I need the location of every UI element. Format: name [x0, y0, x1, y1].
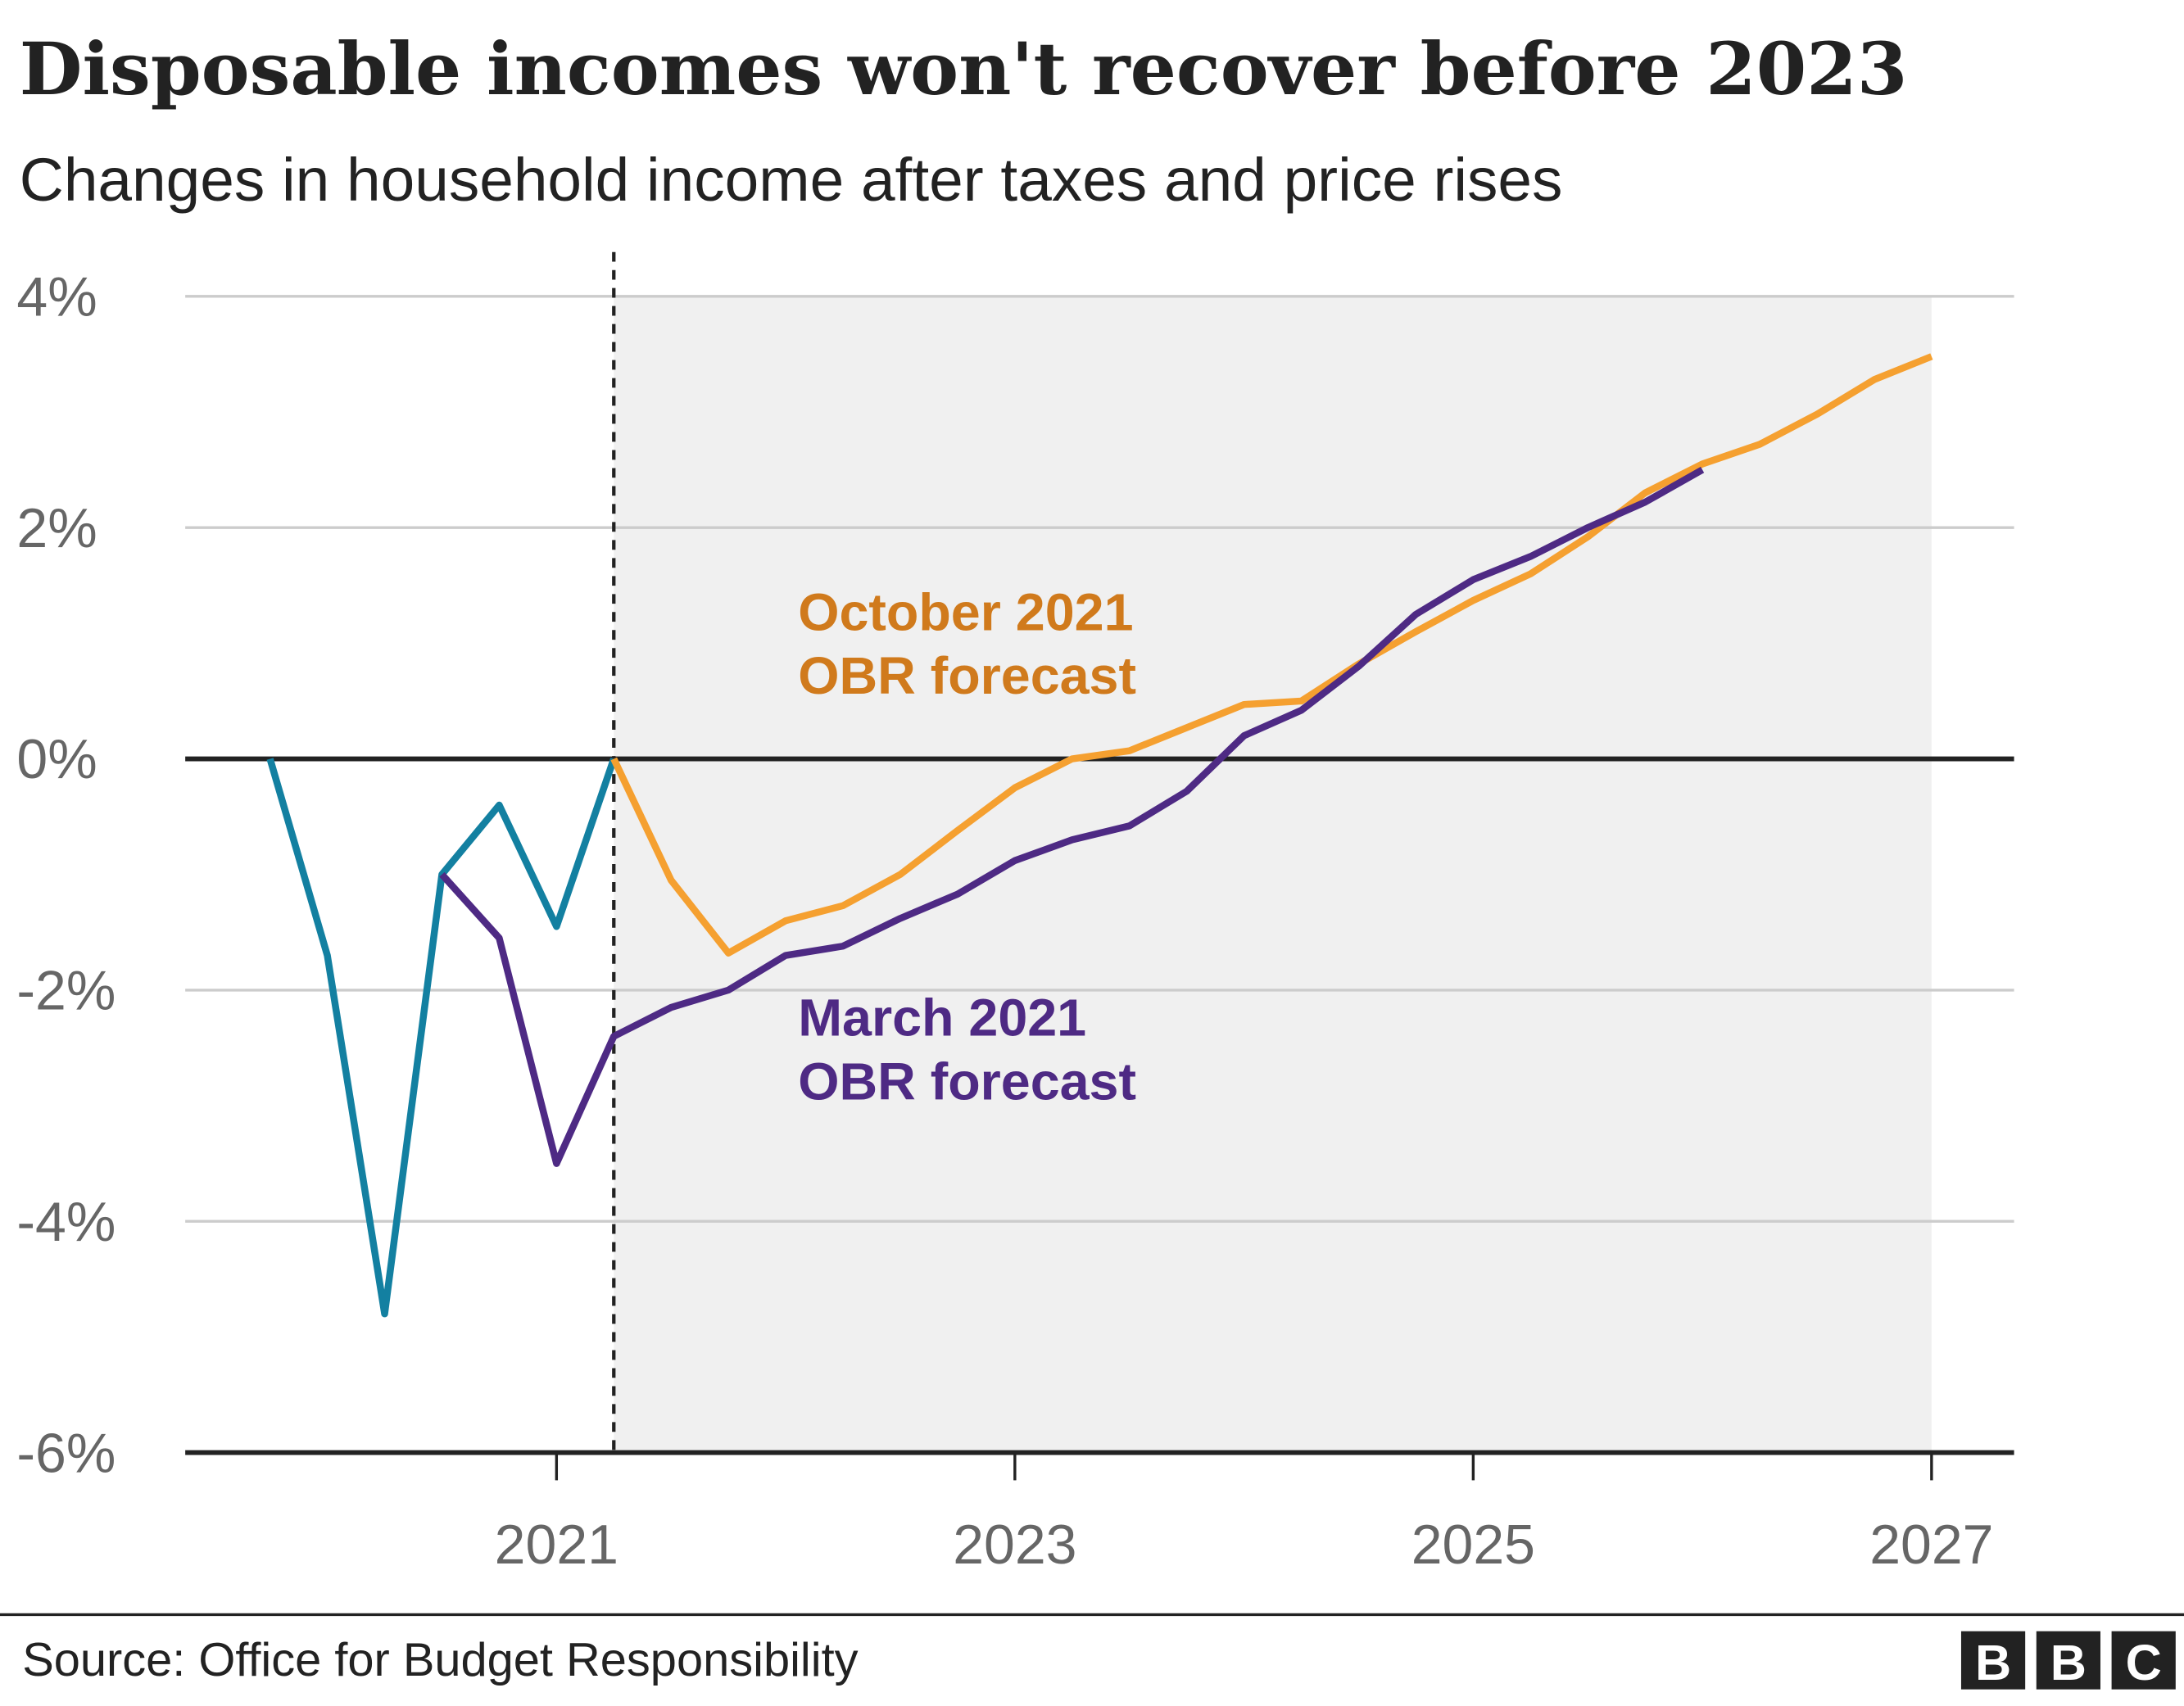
- source: Source: Office for Budget Responsibility: [22, 1634, 859, 1686]
- series-line: [610, 353, 1933, 957]
- y-tick-label: 4%: [16, 267, 97, 328]
- x-tick-label: 2025: [1411, 1514, 1535, 1576]
- annotation: October 2021: [798, 582, 1133, 641]
- x-tick-label: 2027: [1869, 1514, 1993, 1576]
- annotation: OBR forecast: [798, 1052, 1136, 1111]
- logo-box: [2111, 1631, 2176, 1690]
- chart-title: Disposable incomes won't recover before …: [20, 26, 1908, 111]
- logo-letter: C: [2126, 1635, 2162, 1690]
- y-tick-label: -6%: [16, 1423, 116, 1484]
- x-tick-label: 2021: [495, 1514, 618, 1576]
- logo-box: [2036, 1631, 2100, 1690]
- forecast-shade: [614, 296, 1932, 1453]
- y-tick-label: 0%: [16, 729, 97, 790]
- annotation: March 2021: [798, 989, 1086, 1048]
- logo-letter: B: [2050, 1635, 2087, 1690]
- series-line: [266, 758, 618, 1318]
- x-tick-label: 2023: [953, 1514, 1076, 1576]
- y-tick-label: -4%: [16, 1192, 116, 1253]
- annotation: OBR forecast: [798, 646, 1136, 705]
- logo-letter: B: [1975, 1635, 2011, 1690]
- chart-subtitle: Changes in household income after taxes …: [20, 145, 1563, 214]
- y-tick-label: 2%: [16, 498, 97, 559]
- logo-box: [1960, 1631, 2026, 1690]
- series-line: [439, 466, 1705, 1167]
- y-tick-label: -2%: [16, 961, 116, 1022]
